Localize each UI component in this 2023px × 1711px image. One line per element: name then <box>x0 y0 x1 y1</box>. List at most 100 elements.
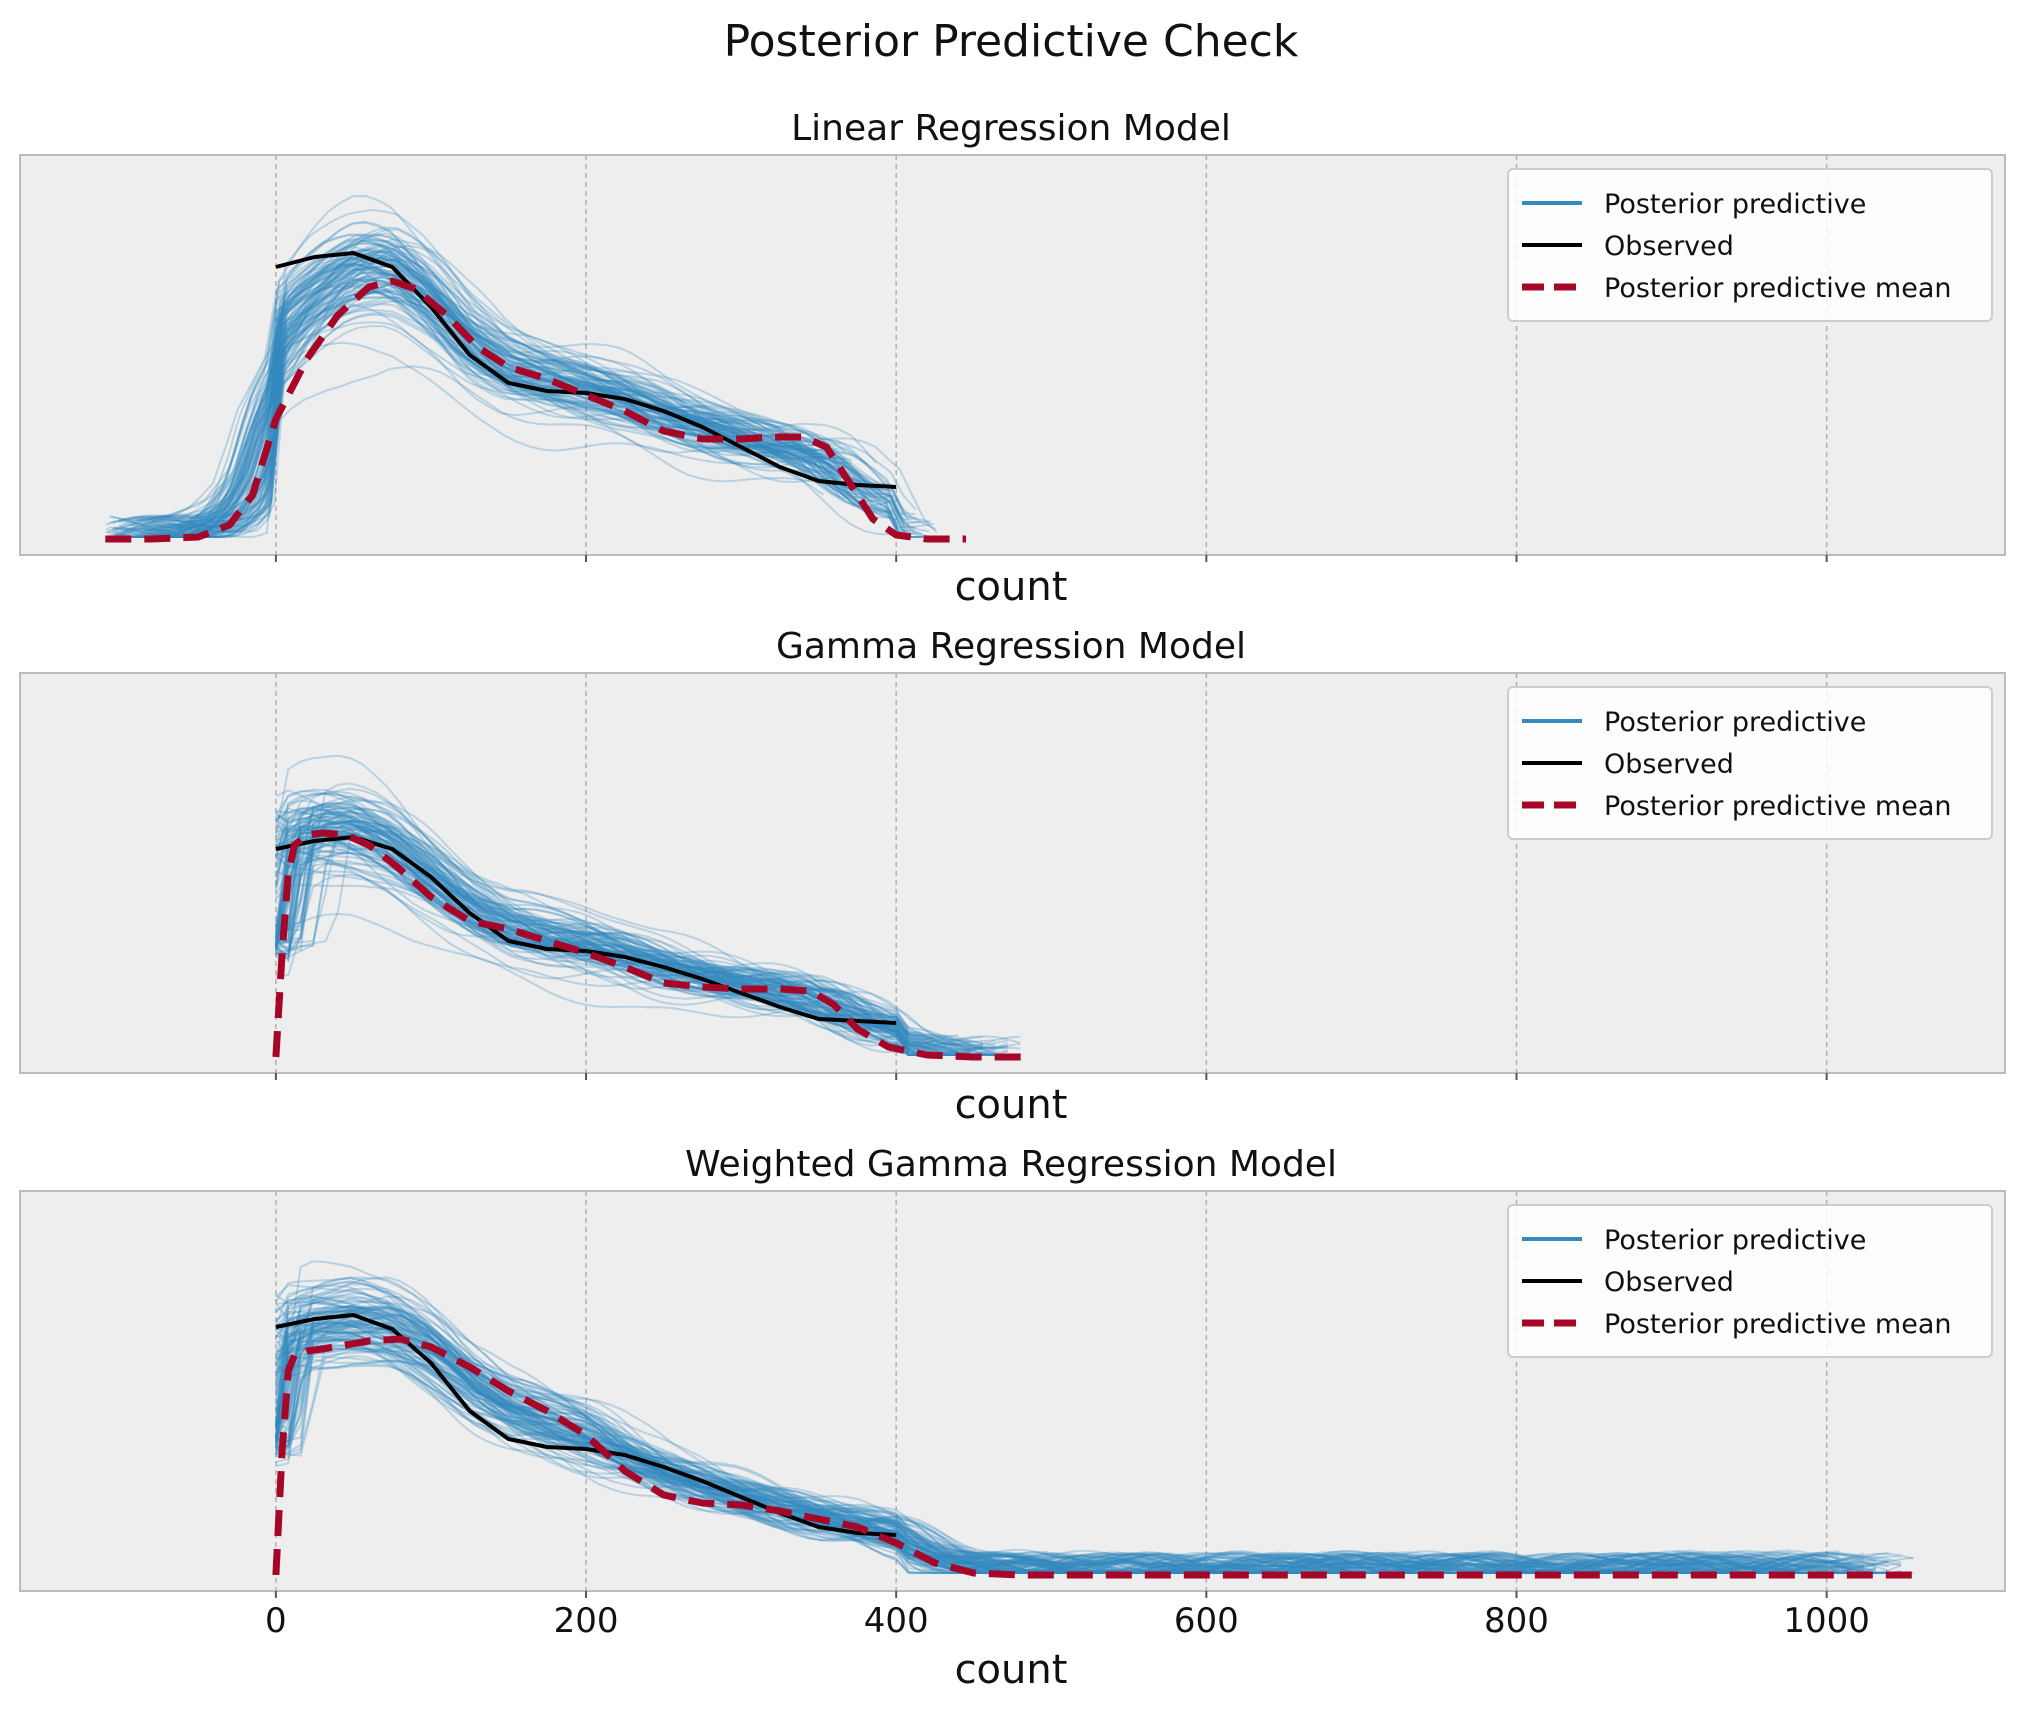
x-axis-label: count <box>955 1082 1068 1128</box>
posterior-draw <box>275 824 959 1054</box>
posterior-draw <box>195 233 841 519</box>
posterior-draw <box>275 1306 1889 1574</box>
posterior-draw <box>275 1320 1852 1574</box>
posterior-draw <box>275 1347 1877 1574</box>
posterior-draw <box>114 251 897 538</box>
posterior-draw <box>184 300 867 538</box>
posterior-draw <box>274 807 910 1036</box>
posterior-draw <box>274 792 959 1056</box>
posterior-draw <box>274 1307 1740 1574</box>
posterior-draw <box>274 1347 1778 1574</box>
posterior-draw <box>275 820 983 1056</box>
posterior-draw <box>274 793 959 1053</box>
posterior-draw <box>122 277 929 539</box>
axes-title: Gamma Regression Model <box>776 626 1246 667</box>
posterior-draw <box>275 1310 1889 1574</box>
posterior-draw <box>274 754 971 1047</box>
posterior-draw <box>153 265 750 529</box>
posterior-draw <box>274 817 1021 1056</box>
posterior-draw <box>111 272 931 532</box>
posterior-draw <box>275 807 885 1028</box>
posterior-draw <box>125 228 783 534</box>
posterior-draw <box>274 1305 1877 1574</box>
posterior-draw <box>275 1295 1852 1574</box>
legend-label: Observed <box>1604 749 1734 780</box>
posterior-draw <box>116 321 824 538</box>
posterior-draw <box>148 238 881 521</box>
posterior-draw <box>275 1296 1840 1574</box>
posterior-draw <box>275 1314 1889 1574</box>
posterior-draw <box>274 806 983 1056</box>
posterior-draw <box>275 822 934 1044</box>
posterior-draw <box>275 1311 1815 1574</box>
posterior-draw <box>136 208 820 535</box>
legend-box <box>1507 686 1993 840</box>
legend-label: Posterior predictive <box>1604 189 1866 220</box>
legend: Posterior predictive Observed Posterior pr… <box>1507 1204 1993 1358</box>
posterior-draw <box>119 252 903 538</box>
posterior-draw <box>274 828 983 1056</box>
posterior-draw <box>275 803 885 1018</box>
posterior-draw <box>109 244 917 538</box>
posterior-draw <box>157 311 939 538</box>
x-tick-label: 800 <box>1484 1601 1549 1641</box>
axes-title: Weighted Gamma Regression Model <box>685 1144 1337 1185</box>
posterior-draw <box>275 1349 1877 1574</box>
legend-box <box>1507 168 1993 322</box>
posterior-draw <box>275 1309 1790 1574</box>
posterior-draw <box>274 836 1021 1048</box>
posterior-draw <box>275 818 996 1051</box>
posterior-draw <box>275 1276 1865 1574</box>
posterior-draw <box>134 246 756 538</box>
posterior-draw <box>275 1313 1865 1574</box>
posterior-draw <box>122 325 930 538</box>
posterior-draw <box>159 274 905 529</box>
posterior-draw <box>275 862 922 1035</box>
series-posterior-predictive-mean <box>105 277 966 543</box>
posterior-draw <box>275 1305 1889 1574</box>
posterior-draw <box>274 1294 1914 1574</box>
posterior-draw <box>275 810 810 1002</box>
posterior-draw <box>275 824 872 1016</box>
posterior-draw <box>274 1331 1753 1574</box>
posterior-draw <box>274 1347 1691 1574</box>
posterior-draw <box>275 1338 1691 1574</box>
posterior-draw <box>274 819 897 1036</box>
posterior-draw <box>275 811 847 1019</box>
legend-label: Posterior predictive mean <box>1604 273 1951 304</box>
posterior-draw <box>129 365 850 536</box>
posterior-draw <box>275 1276 1716 1574</box>
posterior-draw <box>105 267 801 526</box>
x-tick-label: 1000 <box>1783 1601 1870 1641</box>
posterior-draw <box>119 242 878 538</box>
posterior-draw <box>274 811 872 1007</box>
posterior-draw <box>275 1344 1840 1574</box>
posterior-draw <box>275 1300 1889 1574</box>
posterior-draw <box>274 799 934 1045</box>
posterior-draw <box>115 276 910 538</box>
legend-label: Posterior predictive <box>1604 707 1866 738</box>
posterior-draw <box>275 828 996 1054</box>
posterior-draw <box>177 220 873 532</box>
posterior-draw <box>274 813 984 1047</box>
posterior-draw <box>274 1321 1753 1574</box>
posterior-draw <box>131 238 877 538</box>
posterior-draw <box>274 1315 1790 1574</box>
legend-label: Posterior predictive mean <box>1604 791 1951 822</box>
posterior-draw <box>163 239 871 538</box>
posterior-draw <box>275 844 984 1046</box>
posterior-draw <box>275 1309 1902 1574</box>
posterior-draw <box>275 782 822 994</box>
posterior-draw <box>275 1295 1728 1574</box>
posterior-draw <box>275 842 1008 1056</box>
posterior-draw <box>274 1301 1877 1574</box>
posterior-draw <box>216 280 913 538</box>
posterior-draw <box>142 221 901 527</box>
legend-label: Observed <box>1604 1267 1734 1298</box>
posterior-draw <box>127 262 935 529</box>
posterior-draw <box>275 1304 1914 1574</box>
panel-1: Linear Regression Model count Posterior pr… <box>19 108 2006 610</box>
x-tick-label: 0 <box>265 1601 287 1641</box>
legend: Posterior predictive Observed Posterior pr… <box>1507 168 1993 322</box>
posterior-draw <box>275 1287 1852 1574</box>
